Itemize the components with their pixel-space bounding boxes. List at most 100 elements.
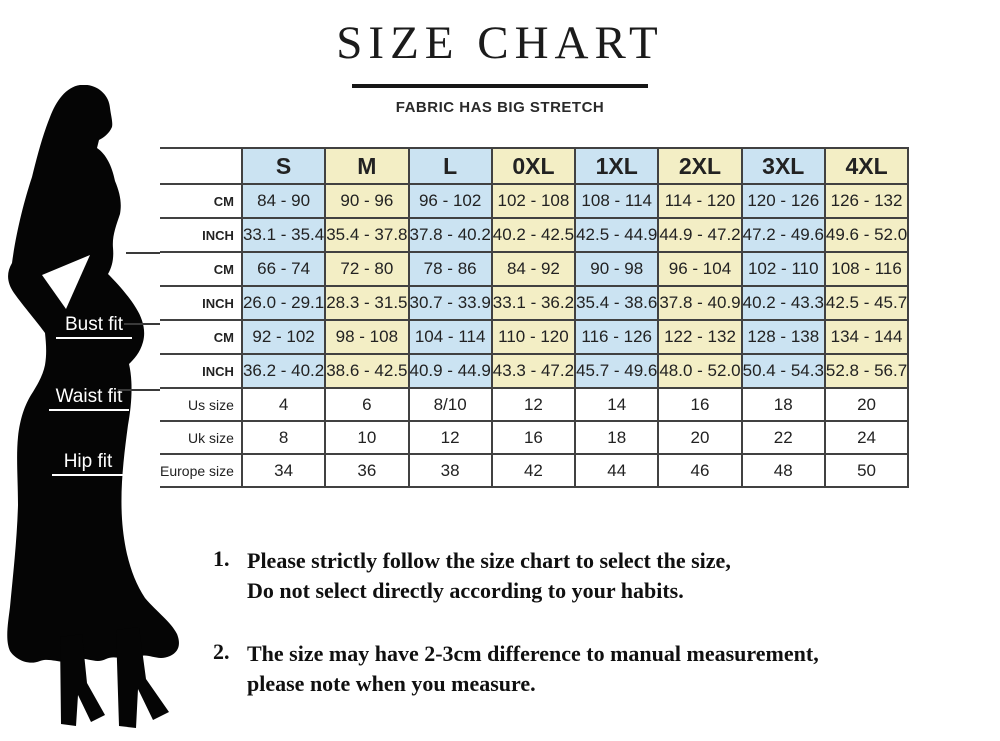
measure-cell: 35.4 - 37.8: [324, 217, 410, 253]
measure-cell: 84 - 92: [490, 251, 577, 287]
note-line: please note when you measure.: [247, 671, 536, 696]
measure-cell: 134 - 144: [823, 319, 910, 355]
measure-row: CM 66 - 74 72 - 80 78 - 86 84 - 92 90 - 98 96 …: [160, 251, 910, 287]
measure-cell: 35.4 - 38.6: [574, 285, 660, 321]
note-line: Please strictly follow the size chart to…: [247, 548, 731, 573]
size-row: Europe size 34 36 38 42 44 46 48 50: [160, 453, 910, 488]
size-cell: 18: [574, 420, 660, 455]
size-cell: 8/10: [407, 387, 493, 422]
row-region-label: Europe size: [160, 453, 243, 488]
size-col-header: 3XL: [740, 147, 826, 185]
measure-cell: 90 - 98: [574, 251, 660, 287]
measure-cell: 90 - 96: [324, 183, 410, 219]
note-line: Do not select directly according to your…: [247, 578, 684, 603]
measure-cell: 110 - 120: [490, 319, 577, 355]
bust-measure-line: [126, 252, 162, 254]
measure-cell: 102 - 108: [490, 183, 577, 219]
size-cell: 24: [823, 420, 910, 455]
measure-row: INCH 33.1 - 35.4 35.4 - 37.8 37.8 - 40.2 40.…: [160, 217, 910, 253]
size-cell: 36: [324, 453, 410, 488]
note-text: Please strictly follow the size chart to…: [247, 546, 731, 606]
size-table-header-row: S M L 0XL 1XL 2XL 3XL 4XL: [160, 147, 910, 185]
measure-cell: 40.9 - 44.9: [407, 353, 493, 389]
measure-cell: 48.0 - 52.0: [657, 353, 743, 389]
size-col-header: 1XL: [574, 147, 660, 185]
title-underline: [352, 84, 648, 88]
size-row: Uk size 8 10 12 16 18 20 22 24: [160, 420, 910, 455]
measure-cell: 36.2 - 40.2: [240, 353, 327, 389]
measure-cell: 104 - 114: [407, 319, 493, 355]
size-cell: 48: [740, 453, 826, 488]
size-cell: 46: [657, 453, 743, 488]
size-col-header: S: [240, 147, 327, 185]
measure-cell: 40.2 - 42.5: [490, 217, 577, 253]
measure-row: CM 84 - 90 90 - 96 96 - 102 102 - 108 108 - 1…: [160, 183, 910, 219]
measure-cell: 43.3 - 47.2: [490, 353, 577, 389]
size-cell: 50: [823, 453, 910, 488]
size-col-header: 0XL: [490, 147, 577, 185]
size-cell: 18: [740, 387, 826, 422]
note-item: 2. The size may have 2-3cm difference to …: [213, 639, 973, 699]
size-cell: 14: [574, 387, 660, 422]
waist-measure-line: [124, 323, 162, 325]
measure-cell: 49.6 - 52.0: [823, 217, 910, 253]
silhouette-body: [7, 85, 179, 663]
measure-cell: 42.5 - 44.9: [574, 217, 660, 253]
note-number: 2.: [213, 639, 230, 664]
note-item: 1. Please strictly follow the size chart …: [213, 546, 973, 606]
fit-label: Bust fit: [56, 314, 132, 339]
size-row: Us size 4 6 8/10 12 14 16 18 20: [160, 387, 910, 422]
size-col-header: 4XL: [823, 147, 910, 185]
measure-cell: 52.8 - 56.7: [823, 353, 910, 389]
measure-cell: 30.7 - 33.9: [407, 285, 493, 321]
measure-cell: 50.4 - 54.3: [740, 353, 826, 389]
size-cell: 6: [324, 387, 410, 422]
measure-cell: 84 - 90: [240, 183, 327, 219]
measure-cell: 26.0 - 29.1: [240, 285, 327, 321]
silhouette-arm-gap: [42, 255, 90, 309]
measure-cell: 108 - 114: [574, 183, 660, 219]
row-unit-label: CM: [160, 319, 243, 355]
row-unit-label: INCH: [160, 217, 243, 253]
hip-measure-line: [118, 389, 162, 391]
fit-label: Hip fit: [52, 451, 124, 476]
size-cell: 44: [574, 453, 660, 488]
measure-cell: 122 - 132: [657, 319, 743, 355]
measure-cell: 66 - 74: [240, 251, 327, 287]
row-unit-label: CM: [160, 251, 243, 287]
notes-list: 1. Please strictly follow the size chart …: [213, 546, 973, 732]
measure-cell: 45.7 - 49.6: [574, 353, 660, 389]
size-table-body: S M L 0XL 1XL 2XL 3XL 4XL CM 84 - 90 90 - 96 96 - 1…: [160, 147, 910, 488]
measure-cell: 72 - 80: [324, 251, 410, 287]
measure-cell: 37.8 - 40.2: [407, 217, 493, 253]
row-region-label: Uk size: [160, 420, 243, 455]
size-table-corner-cell: [160, 147, 243, 185]
size-cell: 16: [490, 420, 577, 455]
size-cell: 34: [240, 453, 327, 488]
silhouette-right-heel: [116, 627, 169, 728]
size-cell: 10: [324, 420, 410, 455]
measure-cell: 40.2 - 43.3: [740, 285, 826, 321]
size-cell: 20: [823, 387, 910, 422]
measure-cell: 28.3 - 31.5: [324, 285, 410, 321]
measure-row: CM 92 - 102 98 - 108 104 - 114 110 - 120 116 …: [160, 319, 910, 355]
size-cell: 22: [740, 420, 826, 455]
measure-cell: 37.8 - 40.9: [657, 285, 743, 321]
measure-cell: 128 - 138: [740, 319, 826, 355]
measure-cell: 33.1 - 35.4: [240, 217, 327, 253]
size-col-header: 2XL: [657, 147, 743, 185]
model-figure: Bust fit Waist fit Hip fit: [0, 85, 200, 735]
row-unit-label: INCH: [160, 353, 243, 389]
note-text: The size may have 2-3cm difference to ma…: [247, 639, 819, 699]
woman-silhouette-figure: [7, 85, 179, 728]
size-cell: 12: [407, 420, 493, 455]
note-number: 1.: [213, 546, 230, 571]
silhouette-left-heel: [60, 634, 105, 726]
measure-cell: 92 - 102: [240, 319, 327, 355]
measure-cell: 126 - 132: [823, 183, 910, 219]
measure-row: INCH 36.2 - 40.2 38.6 - 42.5 40.9 - 44.9 43.…: [160, 353, 910, 389]
size-col-header: L: [407, 147, 493, 185]
row-unit-label: CM: [160, 183, 243, 219]
measure-cell: 114 - 120: [657, 183, 743, 219]
measure-cell: 96 - 104: [657, 251, 743, 287]
